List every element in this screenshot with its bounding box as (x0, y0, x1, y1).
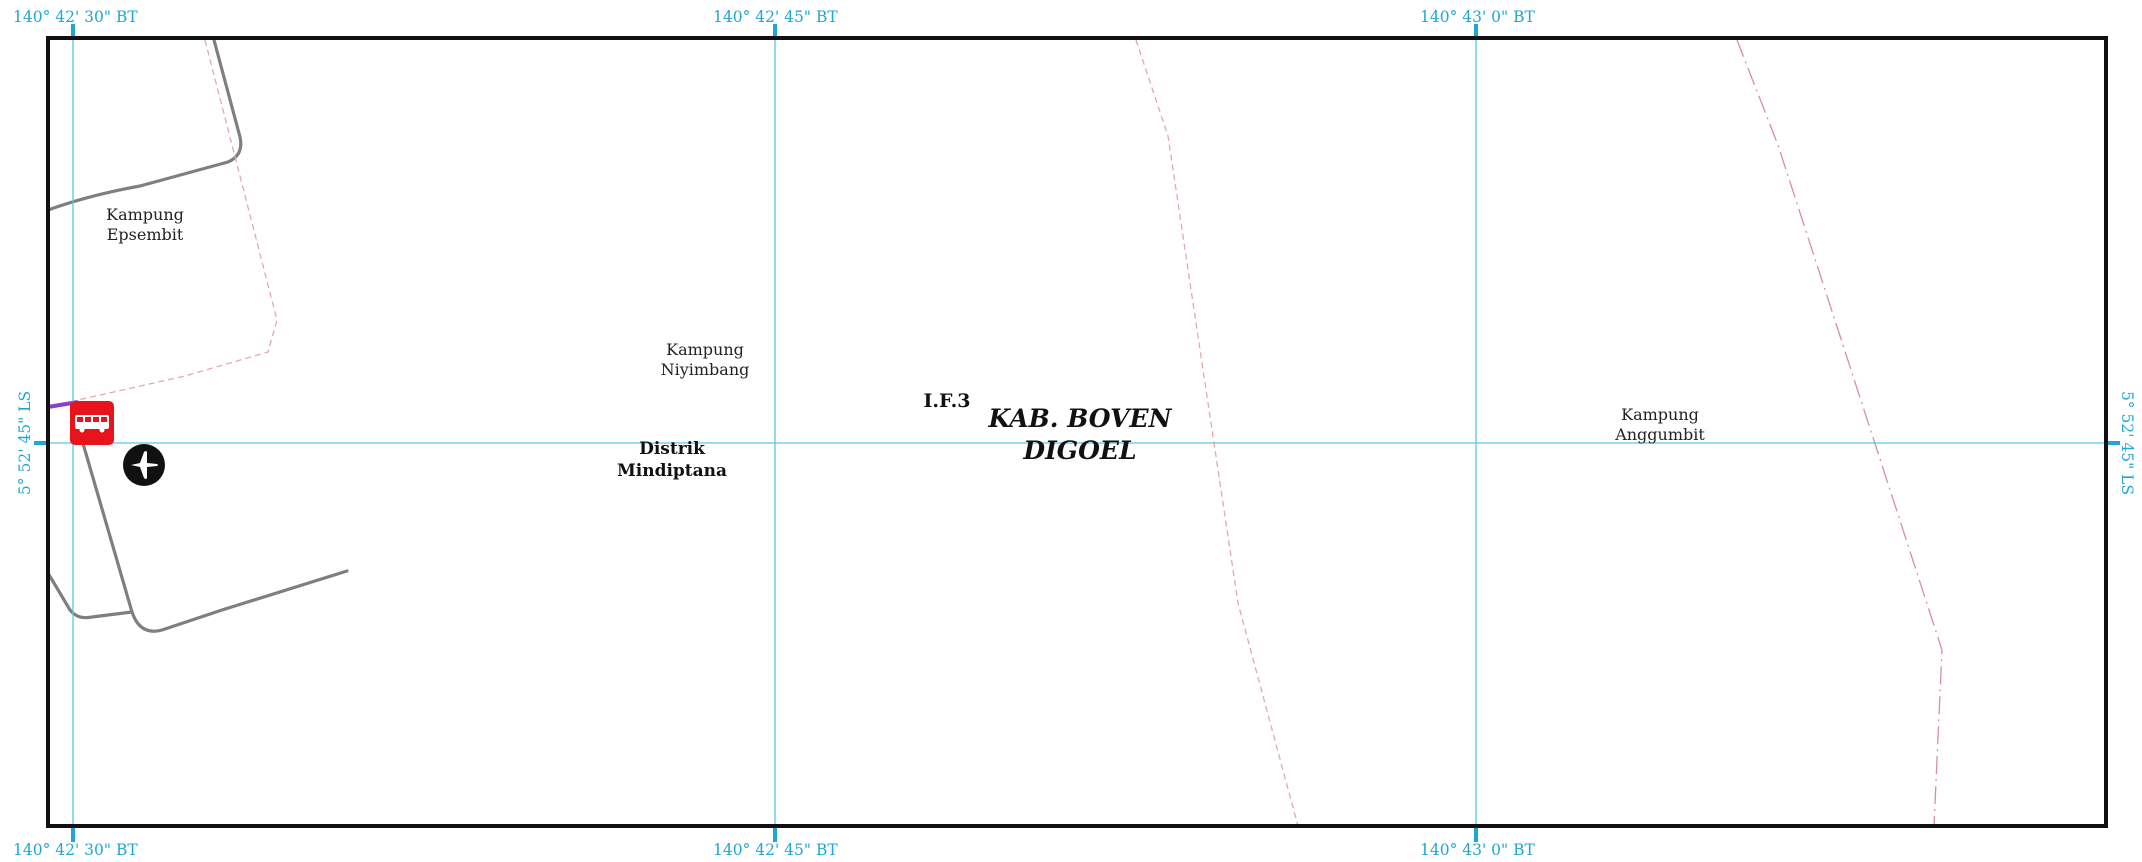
lon-label-bottom-2: 140° 42' 45" BT (713, 841, 838, 859)
lat-label-right: 5° 52' 45" LS (2118, 391, 2136, 495)
label-distrik-2: Mindiptana (617, 461, 727, 481)
grid-ticks (34, 24, 2120, 842)
road-southwest (46, 571, 134, 620)
label-kampung-epsembit-2: Epsembit (107, 225, 184, 244)
label-code: I.F.3 (924, 390, 971, 412)
label-kab-1: KAB. BOVEN (988, 404, 1173, 433)
boundary-central (1135, 39, 1299, 827)
label-distrik-1: Distrik (639, 439, 706, 459)
lon-label-top-3: 140° 43' 0" BT (1420, 8, 1535, 26)
label-kampung-epsembit-1: Kampung (106, 205, 184, 224)
bus-stop-icon[interactable] (70, 401, 114, 445)
lat-label-left: 5° 52' 45" LS (16, 391, 34, 495)
label-kampung-anggumbit-1: Kampung (1621, 405, 1699, 424)
lon-label-bottom-3: 140° 43' 0" BT (1420, 841, 1535, 859)
label-kab-2: DIGOEL (1022, 436, 1136, 465)
label-kampung-niyimbang-1: Kampung (666, 340, 744, 359)
lon-label-bottom-1: 140° 42' 30" BT (13, 841, 138, 859)
road-south (80, 438, 349, 633)
village-boundaries (77, 39, 1299, 827)
map-frame (46, 36, 2108, 828)
lon-label-top-1: 140° 42' 30" BT (13, 8, 138, 26)
road-north (46, 38, 243, 212)
label-kampung-anggumbit-2: Anggumbit (1614, 425, 1705, 444)
label-kampung-niyimbang-2: Niyimbang (661, 360, 750, 379)
district-boundary (1736, 39, 1943, 827)
airport-icon[interactable] (123, 444, 165, 486)
graticule (48, 38, 2106, 828)
lon-label-top-2: 140° 42' 45" BT (713, 8, 838, 26)
boundary-epsembit (77, 39, 278, 401)
roads (46, 38, 349, 633)
